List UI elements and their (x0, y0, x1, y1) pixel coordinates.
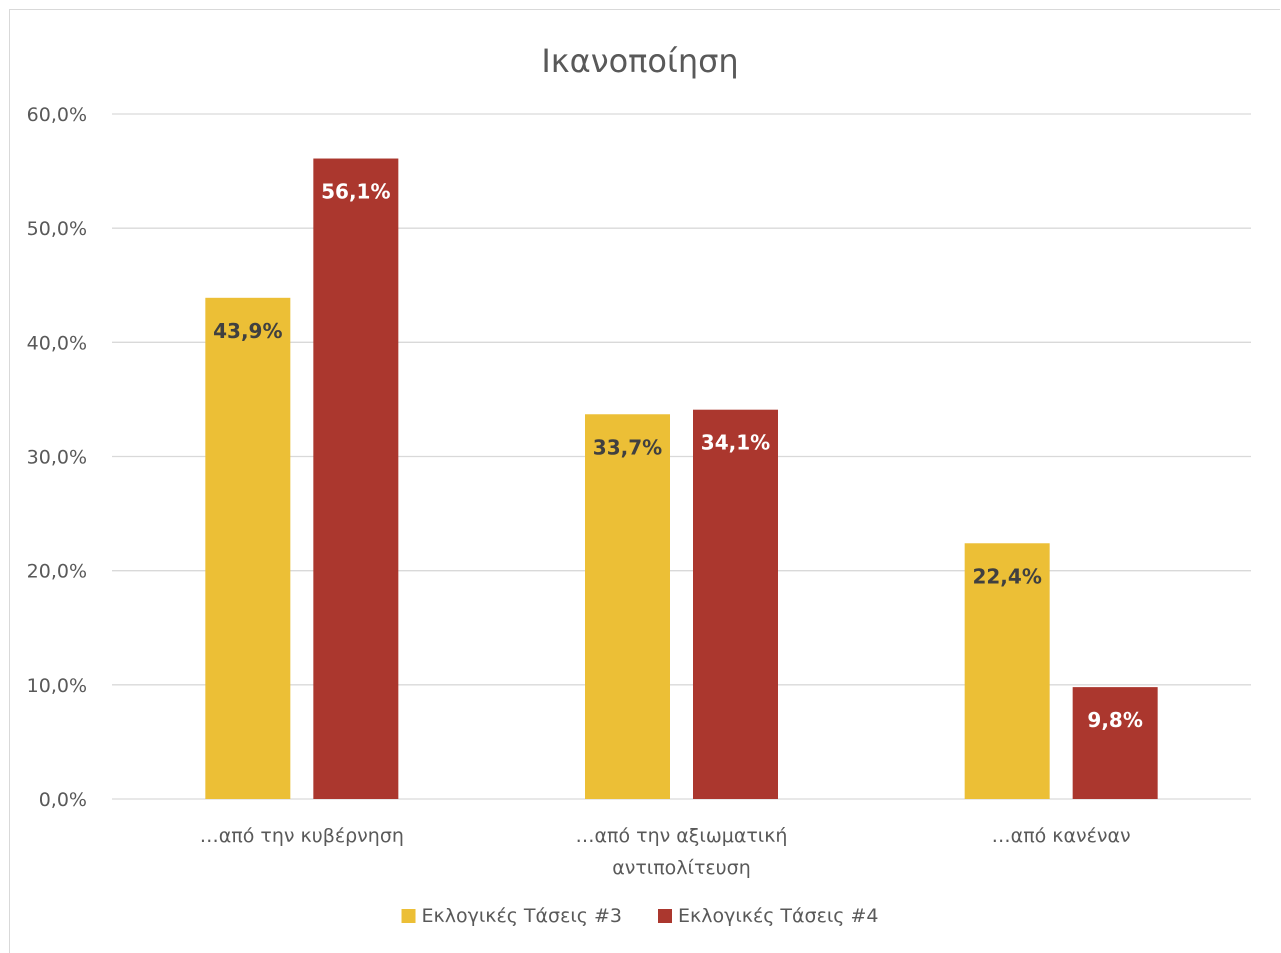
bar-series1-cat2 (585, 414, 670, 799)
bar-series1-cat3 (964, 543, 1050, 799)
legend-swatch (658, 909, 672, 923)
y-tick-label: 50,0% (27, 218, 87, 240)
legend-label: Εκλογικές Τάσεις #3 (422, 905, 622, 927)
legend: Εκλογικές Τάσεις #3 Εκλογικές Τάσεις #4 (401, 905, 878, 927)
legend-label: Εκλογικές Τάσεις #4 (678, 905, 878, 927)
bar-series2-cat2 (693, 409, 778, 799)
data-label: 56,1% (321, 180, 390, 204)
bar-series2-cat3 (1072, 687, 1158, 799)
gridlines (112, 113, 1251, 800)
y-tick-label: 10,0% (27, 675, 87, 697)
y-tick-label: 60,0% (27, 104, 87, 126)
category-label: …από την κυβέρνηση (200, 825, 404, 847)
data-labels: 43,9% 33,7% 22,4% 56,1% 34,1% 9,8% (213, 180, 1143, 733)
legend-swatch (401, 909, 416, 923)
y-tick-label: 20,0% (27, 561, 87, 583)
y-tick-label: 0,0% (39, 789, 87, 811)
y-axis-ticks: 0,0% 10,0% 20,0% 30,0% 40,0% 50,0% 60,0% (27, 104, 87, 811)
data-label: 22,4% (972, 564, 1041, 588)
chart-title: Ικανοποίηση (541, 42, 738, 80)
data-label: 33,7% (593, 435, 662, 459)
bars (205, 158, 1158, 799)
bar-series2-cat1 (313, 158, 399, 799)
legend-item: Εκλογικές Τάσεις #4 (658, 905, 878, 927)
data-label: 43,9% (213, 319, 282, 343)
y-tick-label: 40,0% (27, 332, 87, 354)
category-label: αντιπολίτευση (612, 857, 751, 879)
category-label: …από κανέναν (992, 825, 1131, 847)
data-label: 9,8% (1087, 708, 1142, 732)
legend-item: Εκλογικές Τάσεις #3 (401, 905, 622, 927)
x-axis-categories: …από την κυβέρνηση …από την αξιωματική αντ… (200, 825, 1131, 879)
bar-series1-cat1 (205, 297, 291, 799)
category-label: …από την αξιωματική (576, 825, 788, 847)
data-label: 34,1% (701, 431, 770, 455)
y-tick-label: 30,0% (27, 447, 87, 469)
